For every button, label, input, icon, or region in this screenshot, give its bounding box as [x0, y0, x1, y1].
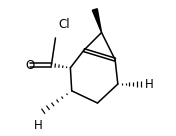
Text: O: O [26, 59, 35, 72]
Text: H: H [33, 119, 42, 132]
Text: Cl: Cl [58, 18, 70, 31]
Polygon shape [92, 9, 102, 33]
Text: H: H [145, 78, 154, 91]
